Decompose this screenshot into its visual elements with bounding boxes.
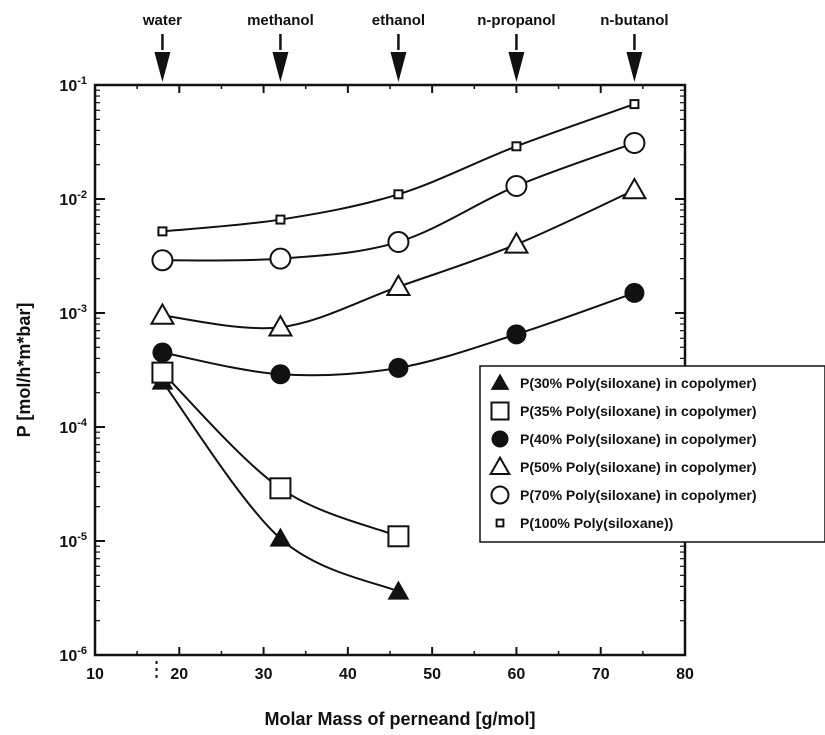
x-tick-label: 20 <box>170 666 188 683</box>
top-marker-label: ethanol <box>372 12 425 29</box>
data-point <box>151 361 174 384</box>
x-axis-title: Molar Mass of perneand [g/mol] <box>264 709 535 729</box>
legend-box <box>479 365 825 543</box>
x-tick-label: 70 <box>592 666 610 683</box>
legend-marker <box>491 430 509 448</box>
legend-label: P(50% Poly(siloxane) in copolymer) <box>520 459 757 475</box>
series-line <box>161 371 399 538</box>
data-point <box>270 364 291 385</box>
data-point <box>624 282 645 303</box>
top-marker-label: methanol <box>247 12 314 29</box>
y-tick-label: 10-1 <box>59 75 87 95</box>
legend-label: P(100% Poly(siloxane)) <box>520 515 673 531</box>
legend-label: P(70% Poly(siloxane) in copolymer) <box>520 487 757 503</box>
y-tick-label: 10-3 <box>59 303 87 323</box>
data-point <box>267 314 294 337</box>
data-point <box>506 324 527 345</box>
legend-label: P(30% Poly(siloxane) in copolymer) <box>520 375 757 391</box>
data-point <box>387 230 410 253</box>
y-tick-label: 10-5 <box>59 531 87 551</box>
x-tick-label: 80 <box>676 666 694 683</box>
top-marker-label: n-propanol <box>477 12 555 29</box>
legend-marker <box>495 518 505 528</box>
top-marker-label: water <box>142 12 182 29</box>
x-tick-label: 10 <box>86 666 104 683</box>
down-arrow-icon <box>626 52 643 82</box>
data-point <box>269 247 292 270</box>
data-point <box>503 231 530 254</box>
down-arrow-icon <box>508 52 525 82</box>
y-tick-label: 10-6 <box>59 645 87 665</box>
series-line <box>162 189 635 330</box>
data-point <box>393 189 404 200</box>
x-tick-label: 40 <box>339 666 357 683</box>
data-point <box>151 249 174 272</box>
x-tick-label: 50 <box>423 666 441 683</box>
data-point <box>388 357 409 378</box>
y-tick-label: 10-2 <box>59 189 87 209</box>
legend-label: P(35% Poly(siloxane) in copolymer) <box>520 403 757 419</box>
data-point <box>269 477 292 500</box>
data-point <box>629 99 640 110</box>
data-point <box>275 214 286 225</box>
x-tick-label: 30 <box>255 666 273 683</box>
down-arrow-icon <box>390 52 407 82</box>
data-point <box>387 525 410 548</box>
down-arrow-icon <box>272 52 289 82</box>
data-point <box>387 580 410 600</box>
y-axis-title: P [mol/h*m*bar] <box>14 303 34 438</box>
legend-label: P(40% Poly(siloxane) in copolymer) <box>520 431 757 447</box>
series-line <box>161 381 399 593</box>
down-arrow-icon <box>154 52 171 82</box>
top-marker-label: n-butanol <box>600 12 668 29</box>
data-point <box>149 302 176 325</box>
y-tick-label: 10-4 <box>59 417 87 437</box>
legend-marker <box>490 401 510 421</box>
data-point <box>157 226 168 237</box>
x-tick-label: 60 <box>508 666 526 683</box>
data-point <box>152 342 173 363</box>
data-point <box>269 527 292 547</box>
legend-marker <box>490 485 510 505</box>
data-point <box>505 175 528 198</box>
data-point <box>621 176 648 200</box>
legend-marker <box>490 373 510 390</box>
data-point <box>385 273 412 296</box>
legend-marker <box>488 455 512 476</box>
data-point <box>623 131 646 154</box>
data-point <box>511 141 522 152</box>
